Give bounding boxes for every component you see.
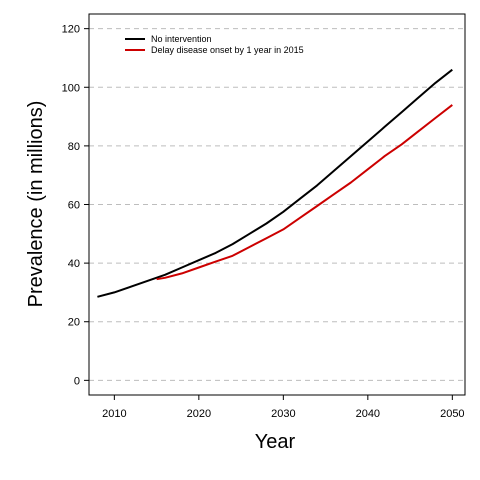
series-line-1 [156, 104, 453, 281]
legend-label-1: Delay disease onset by 1 year in 2015 [151, 45, 304, 55]
y-tick-label-2: 40 [68, 258, 80, 270]
y-tick-label-3: 60 [68, 200, 80, 212]
series-lines [97, 68, 453, 298]
y-tick-label-6: 120 [62, 24, 80, 36]
y-tick-label-4: 80 [68, 141, 80, 153]
x-tick-label-0: 2010 [102, 408, 126, 420]
y-tick-label-0: 0 [74, 375, 80, 387]
x-tick-label-4: 2050 [440, 408, 464, 420]
y-tick-label-5: 100 [62, 82, 80, 94]
x-tick-label-2: 2030 [271, 408, 295, 420]
x-tick-label-1: 2020 [187, 408, 211, 420]
y-tick-label-1: 20 [68, 317, 80, 329]
series-line-0 [97, 68, 453, 298]
y-axis-title: Prevalence (in millions) [25, 101, 47, 308]
legend-label-0: No intervention [151, 34, 212, 44]
x-axis-title: Year [255, 431, 296, 453]
x-tick-label-3: 2040 [356, 408, 380, 420]
gridlines [89, 28, 465, 381]
